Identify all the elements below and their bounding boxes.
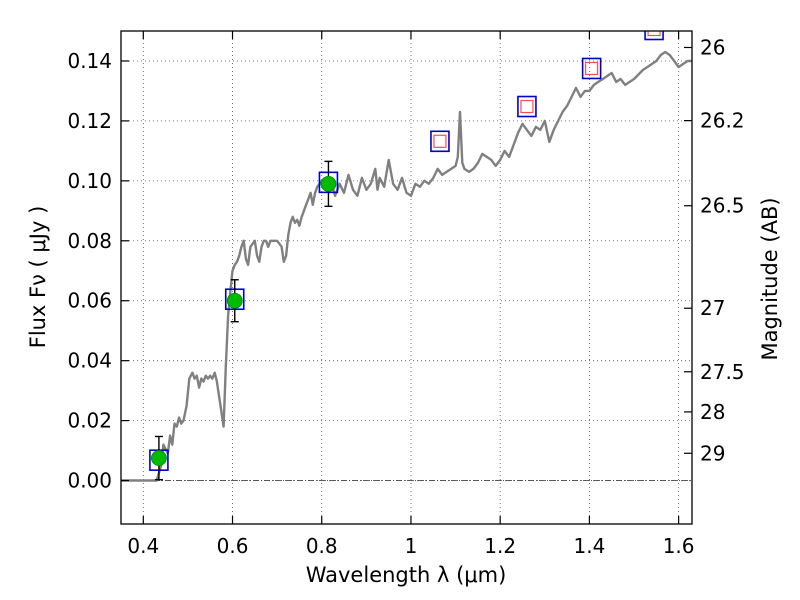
y-tick-label: 0.06 <box>67 289 112 313</box>
right-tick-label: 28 <box>700 400 725 424</box>
y-tick-label: 0.00 <box>67 469 112 493</box>
right-tick-label: 29 <box>700 441 725 465</box>
x-tick-label: 1.2 <box>484 534 516 558</box>
y-axis-label: Flux Fν ( μJy ) <box>26 206 50 349</box>
detection-point <box>320 175 337 192</box>
x-tick-labels: 0.4 0.6 0.8 1 1.2 1.4 1.6 <box>127 534 694 558</box>
y-tick-label: 0.12 <box>67 109 112 133</box>
model-photometry-square <box>430 130 450 153</box>
right-tick-label: 27.5 <box>700 360 745 384</box>
x-tick-label: 0.8 <box>306 534 338 558</box>
axis-ticks <box>121 31 692 524</box>
non-detection-square <box>647 31 661 37</box>
right-tick-label: 26.2 <box>700 109 745 133</box>
plot-background <box>121 31 692 524</box>
y-tick-label: 0.10 <box>67 169 112 193</box>
plot-frame <box>120 30 693 525</box>
y-tick-labels: 0.00 0.02 0.04 0.06 0.08 0.10 0.12 0.14 <box>67 49 112 493</box>
non-detection-square <box>585 61 599 76</box>
model-photometry-square <box>517 95 537 118</box>
right-tick-label: 26 <box>700 35 725 59</box>
spectrum-line <box>121 50 692 482</box>
x-tick-label: 1.4 <box>573 534 605 558</box>
detection-point <box>226 292 243 309</box>
spectrum-series <box>121 50 692 482</box>
right-axis-label: Magnitude (AB) <box>758 197 782 360</box>
x-tick-label: 0.6 <box>217 534 249 558</box>
errorbar-series <box>151 160 337 481</box>
x-tick-label: 0.4 <box>127 534 159 558</box>
y-tick-label: 0.14 <box>67 49 112 73</box>
detection-point <box>151 450 167 466</box>
y-tick-label: 0.08 <box>67 229 112 253</box>
x-tick-label: 1 <box>405 534 418 558</box>
right-tick-labels: 26 26.2 26.5 27 27.5 28 29 <box>700 35 745 465</box>
y-tick-label: 0.02 <box>67 409 112 433</box>
right-tick-label: 26.5 <box>700 194 745 218</box>
y-tick-label: 0.04 <box>67 349 112 373</box>
non-detection-square <box>520 99 534 114</box>
model-photometry-square <box>581 57 602 80</box>
right-tick-label: 27 <box>700 296 725 320</box>
x-axis-label: Wavelength λ (μm) <box>306 563 507 587</box>
model-photometry-square <box>644 31 664 41</box>
x-tick-label: 1.6 <box>663 534 695 558</box>
non-detection-square <box>433 134 447 148</box>
